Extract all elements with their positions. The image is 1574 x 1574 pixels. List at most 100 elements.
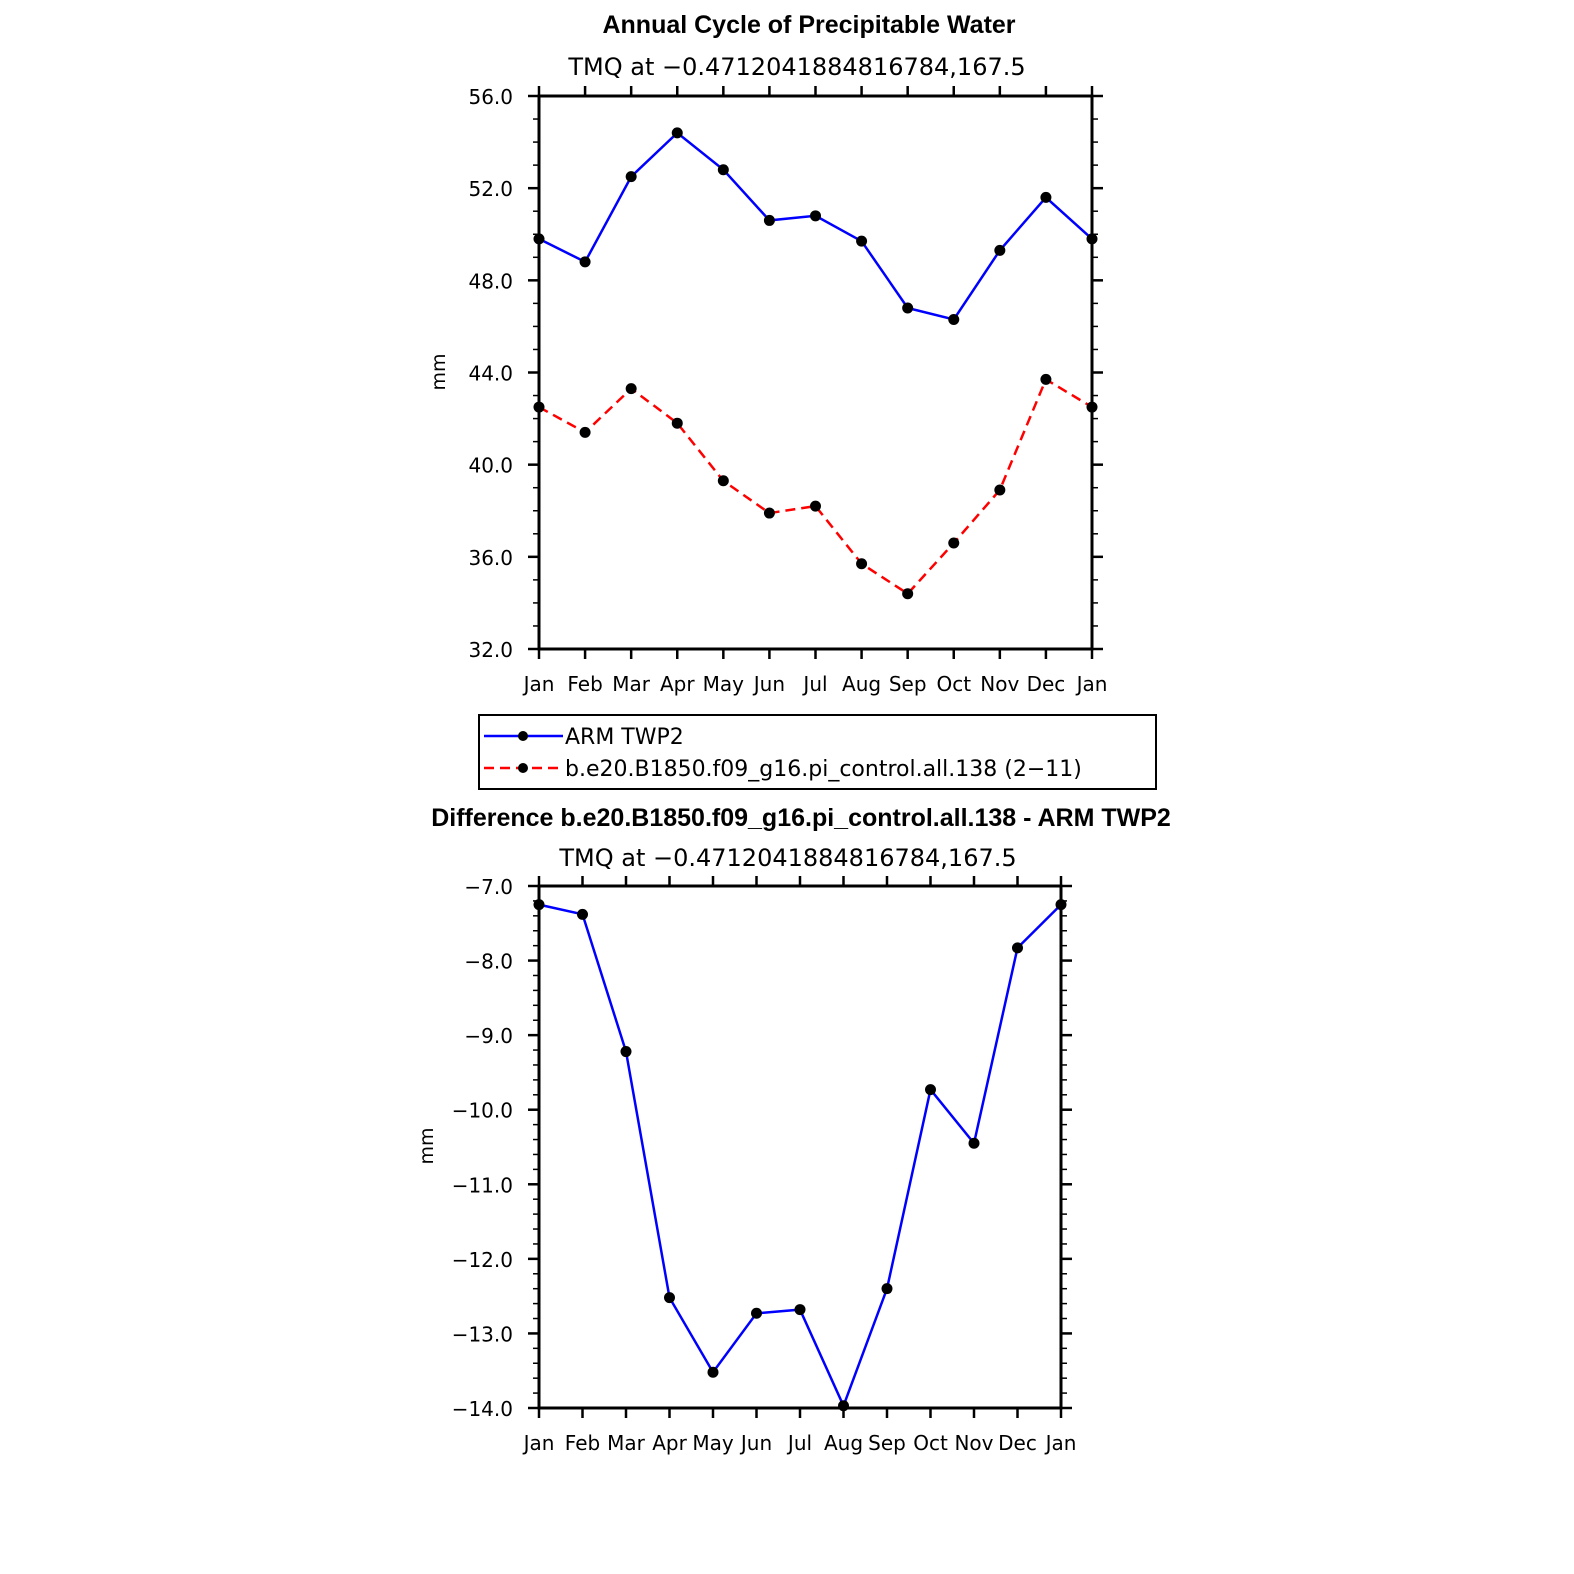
chart-subtitle: TMQ at −0.4712041884816784,167.5 [567, 53, 1025, 81]
series-line-1 [538, 377, 1093, 596]
data-point [533, 233, 545, 245]
x-tick-label: Dec [1027, 672, 1066, 696]
data-point [838, 1400, 849, 1412]
y-tick-label: 40.0 [468, 454, 513, 478]
y-tick-label: −11.0 [452, 1173, 513, 1197]
series-line-0 [538, 131, 1093, 321]
data-point [1086, 401, 1098, 413]
data-point [925, 1084, 936, 1096]
x-tick-label: Jan [522, 672, 555, 696]
x-tick-label: Jul [786, 1431, 812, 1455]
annual-cycle-chart: Annual Cycle of Precipitable Water TMQ a… [428, 11, 1157, 790]
x-tick-label: Nov [954, 1431, 993, 1455]
x-tick-label: May [692, 1431, 734, 1455]
data-point [707, 1366, 719, 1378]
series-line-0 [538, 903, 1062, 1410]
plot-frame [537, 94, 1094, 651]
data-point [717, 164, 729, 176]
y-tick-label: −14.0 [452, 1397, 513, 1421]
x-tick-label: Sep [868, 1431, 906, 1455]
x-tick-label: Dec [998, 1431, 1037, 1455]
data-point [533, 899, 545, 911]
y-tick-label: −8.0 [464, 950, 513, 974]
x-tick-label: Oct [913, 1431, 948, 1455]
x-tick-label: Jan [1044, 1431, 1077, 1455]
x-tick-label: May [703, 672, 745, 696]
data-point [579, 426, 591, 438]
data-point [717, 475, 729, 487]
axes-ticks: Jan Feb Mar Apr May Jun Jul Aug Sep Oct Nov Dec Jan−… [452, 875, 1077, 1455]
data-point [751, 1307, 762, 1319]
data-point [671, 127, 683, 139]
plot-frame [537, 884, 1063, 1410]
data-point [994, 244, 1006, 256]
x-tick-label: Jan [1075, 672, 1108, 696]
data-point [881, 1283, 893, 1295]
data-point [1055, 899, 1067, 911]
x-tick-label: Apr [652, 1431, 687, 1455]
x-tick-label: Sep [889, 672, 927, 696]
legend-box [478, 714, 1157, 790]
data-point [902, 588, 914, 600]
x-tick-label: Mar [607, 1431, 646, 1455]
y-tick-label: −10.0 [452, 1099, 513, 1123]
data-point [625, 383, 637, 395]
data-point [994, 484, 1006, 496]
legend-marker-arm-twp2 [518, 731, 528, 741]
y-tick-label: 56.0 [468, 85, 513, 109]
x-tick-label: Nov [980, 672, 1019, 696]
legend-marker-model [518, 763, 528, 773]
data-point [533, 401, 545, 413]
x-tick-label: Jul [801, 672, 827, 696]
x-tick-label: Aug [842, 672, 881, 696]
legend: ARM TWP2 b.e20.B1850.f09_g16.pi_control.… [478, 714, 1157, 790]
data-point [1040, 191, 1052, 203]
data-point [1012, 942, 1023, 954]
x-tick-label: Feb [567, 672, 602, 696]
data-point [1040, 373, 1052, 385]
y-tick-label: 36.0 [468, 546, 513, 570]
x-tick-label: Apr [660, 672, 695, 696]
y-tick-label: −12.0 [452, 1248, 513, 1272]
data-point [810, 210, 821, 222]
data-point [948, 314, 960, 326]
y-axis-label: mm [428, 353, 450, 390]
x-tick-label: Feb [565, 1431, 600, 1455]
y-tick-label: 48.0 [468, 269, 513, 293]
data-point [948, 537, 960, 549]
y-tick-label: 52.0 [468, 177, 513, 201]
data-point [625, 171, 637, 183]
chart-subtitle: TMQ at −0.4712041884816784,167.5 [558, 844, 1016, 872]
x-tick-label: Jun [739, 1431, 772, 1455]
data-point [810, 500, 821, 512]
x-tick-label: Oct [936, 672, 971, 696]
series-group [533, 127, 1098, 600]
data-point [664, 1292, 675, 1304]
data-point [620, 1046, 632, 1058]
y-tick-label: 44.0 [468, 362, 513, 386]
y-tick-label: −9.0 [464, 1024, 513, 1048]
x-tick-label: Jan [522, 1431, 555, 1455]
y-axis-label: mm [416, 1127, 438, 1164]
data-point [1086, 233, 1098, 245]
legend-label-arm-twp2: ARM TWP2 [565, 725, 684, 750]
difference-chart: Difference b.e20.B1850.f09_g16.pi_contro… [416, 804, 1171, 1455]
axes-ticks: Jan Feb Mar Apr May Jun Jul Aug Sep Oct Nov Dec Jan 3… [468, 85, 1107, 696]
x-tick-label: Aug [824, 1431, 863, 1455]
data-point [794, 1304, 806, 1316]
data-point [968, 1137, 980, 1149]
data-point [579, 256, 591, 268]
data-point [577, 908, 588, 920]
x-tick-label: Mar [612, 672, 651, 696]
data-point [763, 507, 775, 519]
y-tick-label: −7.0 [464, 875, 513, 899]
data-point [763, 214, 775, 226]
y-tick-label: 32.0 [468, 638, 513, 662]
x-tick-label: Jun [752, 672, 785, 696]
data-point [856, 558, 868, 570]
data-point [671, 417, 683, 429]
y-tick-label: −13.0 [452, 1322, 513, 1346]
data-point [902, 302, 914, 314]
data-point [856, 235, 868, 247]
